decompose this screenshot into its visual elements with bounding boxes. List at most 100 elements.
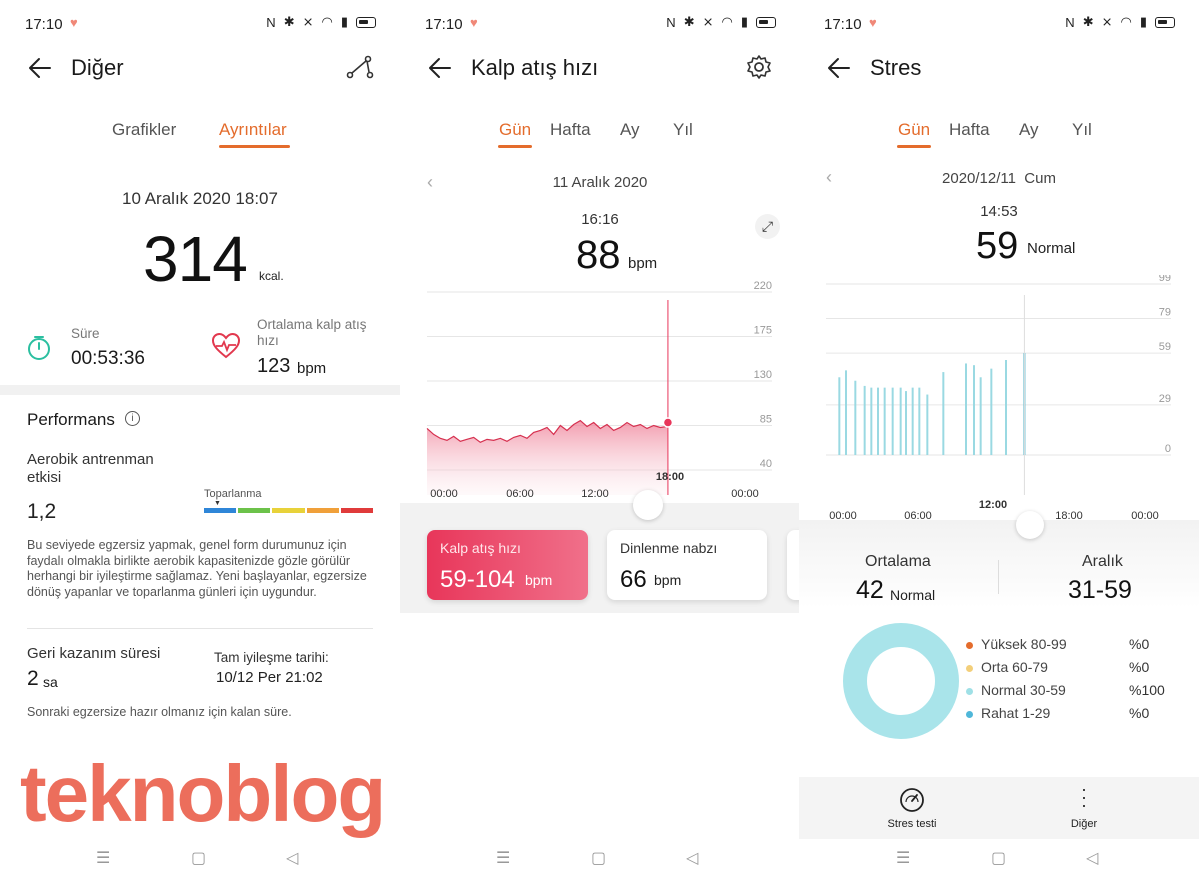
stress-test-button[interactable]: Stres testi [869,785,955,835]
avg-hr-label: Ortalama kalp atış hızı [257,317,367,348]
system-navigation-bar: ☰ ▢ ◁ [400,848,800,878]
page-title: Kalp atış hızı [471,55,599,80]
tab-yil[interactable]: Yıl [1072,120,1092,139]
info-icon[interactable]: i [125,411,140,426]
time-scrubber-handle[interactable] [633,490,663,520]
tab-hafta[interactable]: Hafta [949,120,990,139]
legend-label-relaxed: Rahat 1-29 [981,705,1051,721]
nfc-icon: N [1065,14,1077,30]
legend-label-medium: Orta 60-79 [981,659,1048,675]
y-tick-label: 130 [754,369,772,381]
legend-dot-high [966,641,973,649]
legend-value-normal: %100 [1129,682,1165,698]
stress-bar [911,387,914,455]
stress-bar [883,387,886,455]
more-button[interactable]: · · · Diğer [1049,780,1119,835]
tab-yil[interactable]: Yıl [673,120,693,139]
active-tab-indicator [219,145,290,148]
previous-day-chevron-icon[interactable]: ‹ [427,172,433,192]
summary-divider [998,560,999,594]
stress-bar [877,387,879,455]
full-recovery-value: 10/12 Per 21:02 [216,669,323,686]
stress-bar [979,377,982,455]
workout-details-screen: 17:10 ♥ N ✱ ⨯ ◠ ▮ Diğer Grafikler Ayrınt… [0,0,400,888]
health-app-icon: ♥ [470,15,478,30]
x-tick-label: 12:00 [581,488,609,500]
hr-range-card[interactable]: Kalp atış hızı 59-104 bpm [427,530,588,600]
legend-value-high: %0 [1129,636,1150,652]
resting-hr-card[interactable]: Dinlenme nabzı 66 bpm [607,530,767,600]
menu-nav-icon[interactable]: ☰ [96,850,111,867]
legend-dot-medium [966,664,973,672]
tab-hafta[interactable]: Hafta [550,120,591,139]
training-effect-scale [204,508,374,513]
settings-gear-icon[interactable] [746,54,772,80]
stress-bar [926,394,929,455]
battery-icon [356,16,376,28]
x-tick-label: 06:00 [904,510,932,522]
x-tick-label: 18:00 [656,471,684,483]
home-nav-icon[interactable]: ▢ [591,850,607,867]
heart-rate-chart[interactable]: 220 175 130 85 40 00:00 06:00 12:00 18:00 00:00 [400,280,800,505]
previous-day-chevron-icon[interactable]: ‹ [826,167,832,187]
tab-ayrintilar[interactable]: Ayrıntılar [219,120,287,139]
time-scrubber-handle[interactable] [1016,511,1044,539]
tab-grafikler[interactable]: Grafikler [112,120,177,139]
tab-ay[interactable]: Ay [620,120,640,139]
mute-icon: ⨯ [302,14,316,29]
y-tick-label: 85 [760,414,772,426]
scale-segment-4 [306,508,339,513]
bluetooth-icon: ✱ [1082,14,1096,29]
stress-bar [870,387,873,455]
tab-gun[interactable]: Gün [499,120,532,139]
x-tick-label: 00:00 [430,488,458,500]
tab-gun[interactable]: Gün [898,120,931,139]
stress-bar [845,370,847,455]
menu-nav-icon[interactable]: ☰ [896,850,911,867]
signal-icon: ▮ [1139,14,1149,29]
expand-icon[interactable]: ⤢ [755,214,780,239]
next-card-peek[interactable] [787,530,800,600]
stress-bar [918,387,921,455]
back-arrow-icon[interactable] [426,54,454,82]
battery-icon [756,16,776,28]
active-tab-indicator [498,145,532,148]
selected-date: 11 Aralık 2020 [552,174,648,191]
stress-distribution-donut [843,623,959,739]
back-arrow-icon[interactable] [26,54,54,82]
heart-rate-value: 88 [576,233,621,277]
bluetooth-icon: ✱ [283,14,297,29]
status-time: 17:10 [824,16,862,33]
active-tab-indicator [897,145,931,148]
menu-nav-icon[interactable]: ☰ [496,850,511,867]
workout-date: 10 Aralık 2020 18:07 [122,189,278,208]
home-nav-icon[interactable]: ▢ [191,850,207,867]
legend-label-high: Yüksek 80-99 [981,636,1067,652]
tab-ay[interactable]: Ay [1019,120,1039,139]
back-arrow-icon[interactable] [825,54,853,82]
legend-label-normal: Normal 30-59 [981,682,1066,698]
status-bar: 17:10 ♥ N ✱ ⨯ ◠ ▮ [400,0,800,46]
hr-range-value: 59-104 [440,566,515,593]
home-nav-icon[interactable]: ▢ [991,850,1007,867]
wifi-icon: ◠ [721,14,735,29]
route-icon[interactable] [346,55,374,81]
scale-segment-1 [204,508,237,513]
section-divider [0,385,400,395]
y-tick-label: 0 [1165,443,1171,455]
resting-hr-unit: bpm [654,572,682,588]
back-nav-icon[interactable]: ◁ [286,850,299,867]
stress-test-label: Stres testi [887,818,937,830]
heart-rate-unit: bpm [628,255,658,272]
resting-hr-label: Dinlenme nabzı [620,540,718,556]
scale-segment-2 [238,508,271,513]
stress-chart[interactable]: 99 79 59 29 0 00:00 06:00 12:00 18:00 00:00 [799,275,1199,523]
back-nav-icon[interactable]: ◁ [686,850,699,867]
back-nav-icon[interactable]: ◁ [1086,850,1099,867]
stress-screen: 17:10 ♥ N ✱ ⨯ ◠ ▮ Stres Gün Hafta Ay Yıl… [799,0,1199,888]
recovery-note: Sonraki egzersize hazır olmanız için kal… [27,705,292,719]
status-icons: N ✱ ⨯ ◠ ▮ [266,14,376,30]
heart-rate-area [427,420,668,495]
more-label: Diğer [1070,818,1098,830]
stress-value: 59 [976,225,1019,267]
